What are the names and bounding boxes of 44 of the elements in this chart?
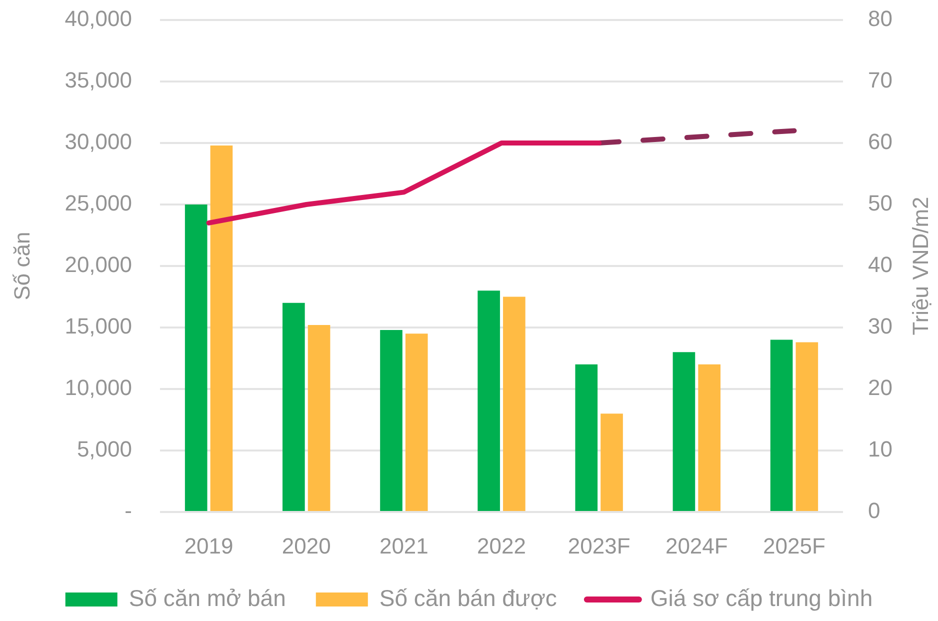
x-tick-label: 2022: [477, 533, 526, 558]
x-tick-label: 2025F: [763, 533, 826, 558]
bar: [380, 330, 402, 511]
bar: [184, 204, 208, 511]
bar: [210, 145, 233, 511]
bar: [405, 334, 428, 511]
y2-tick-label: 40: [868, 252, 892, 278]
x-tick-label: 2020: [282, 533, 331, 558]
y2-tick-label: 80: [868, 6, 892, 32]
y2-tick-label: 30: [868, 314, 892, 339]
bar: [282, 302, 305, 511]
y-tick-label: 25,000: [64, 190, 132, 216]
y-tick-label: 35,000: [64, 68, 132, 93]
y2-tick-label: 0: [868, 498, 880, 524]
y2-tick-label: 50: [868, 190, 892, 216]
bar: [600, 414, 623, 511]
x-tick-label: 2019: [184, 533, 234, 558]
x-tick-label: 2024F: [665, 533, 728, 558]
bar: [478, 290, 500, 511]
bar: [672, 352, 696, 511]
y-tick-label: 40,000: [64, 6, 132, 32]
legend-label: Giá sơ cấp trung bình: [650, 584, 873, 611]
x-tick-label: 2021: [379, 533, 428, 558]
bar: [698, 364, 720, 511]
bar: [770, 340, 793, 511]
x-tick-label: 2023F: [568, 533, 630, 558]
y-tick-label: -: [124, 498, 132, 524]
y2-tick-label: 10: [868, 436, 892, 462]
y-axis-title: Số căn: [9, 232, 34, 300]
bar: [796, 342, 818, 511]
legend-label: Số căn bán được: [379, 584, 557, 611]
y-tick-label: 10,000: [64, 375, 132, 400]
y-tick-label: 20,000: [64, 252, 132, 278]
y2-tick-label: 70: [868, 68, 892, 93]
y-tick-label: 30,000: [64, 129, 132, 154]
bar: [308, 325, 330, 511]
bar: [575, 364, 598, 511]
legend-label: Số căn mở bán: [128, 584, 286, 611]
bar: [503, 296, 526, 511]
y-tick-label: 15,000: [64, 314, 132, 339]
y2-tick-label: 60: [868, 129, 892, 154]
y2-axis-title: Triệu VND/m2: [908, 196, 934, 336]
y2-tick-label: 20: [868, 375, 892, 400]
y-tick-label: 5,000: [76, 436, 132, 462]
